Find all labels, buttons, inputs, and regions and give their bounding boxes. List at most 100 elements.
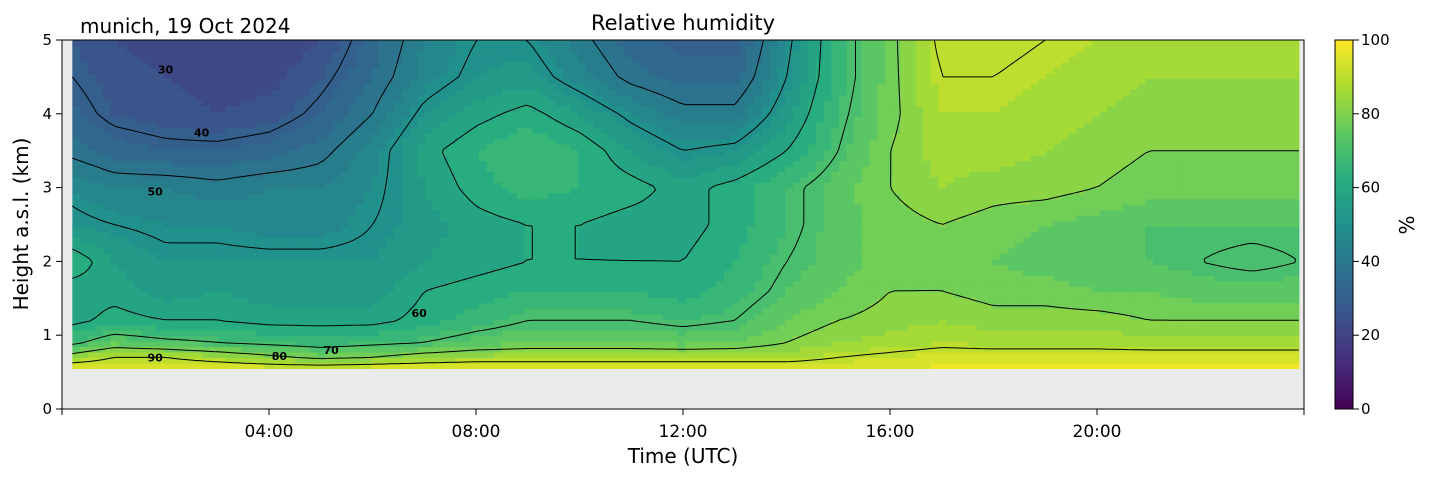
heatmap-cell	[585, 50, 595, 58]
heatmap-cell	[601, 40, 610, 47]
heatmap-cell	[149, 138, 158, 145]
heatmap-cell	[647, 308, 656, 315]
heatmap-cell	[133, 89, 142, 96]
heatmap-cell	[302, 330, 311, 337]
heatmap-cell	[72, 209, 81, 216]
heatmap-cell	[447, 50, 457, 58]
heatmap-cell	[210, 313, 219, 320]
heatmap-cell	[501, 237, 510, 244]
heatmap-cell	[578, 122, 587, 129]
heatmap-cell	[263, 67, 273, 74]
heatmap-cell	[217, 346, 227, 353]
heatmap-cell	[302, 61, 311, 68]
heatmap-cell	[662, 182, 671, 189]
heatmap-cell	[455, 138, 464, 145]
heatmap-cell	[156, 193, 165, 200]
heatmap-cell	[562, 297, 572, 304]
heatmap-cell	[547, 324, 556, 331]
heatmap-cell	[164, 56, 173, 63]
heatmap-cell	[72, 308, 81, 315]
heatmap-cell	[110, 171, 119, 178]
heatmap-cell	[202, 280, 211, 287]
heatmap-cell	[493, 116, 503, 123]
heatmap-cell	[195, 362, 204, 370]
heatmap-cell	[279, 324, 288, 331]
heatmap-cell	[700, 319, 710, 326]
heatmap-cell	[539, 94, 549, 101]
heatmap-cell	[470, 269, 480, 276]
heatmap-cell	[670, 226, 679, 233]
heatmap-cell	[248, 122, 257, 129]
heatmap-cell	[172, 122, 181, 129]
heatmap-cell	[624, 237, 633, 244]
heatmap-cell	[463, 280, 472, 287]
heatmap-cell	[693, 72, 702, 79]
heatmap-cell	[141, 209, 150, 216]
heatmap-cell	[110, 204, 119, 211]
heatmap-cell	[463, 341, 472, 348]
heatmap-cell	[447, 280, 457, 287]
heatmap-cell	[263, 83, 273, 90]
heatmap-cell	[149, 45, 158, 52]
heatmap-cell	[524, 280, 533, 287]
heatmap-cell	[80, 116, 89, 123]
heatmap-cell	[286, 127, 296, 134]
heatmap-cell	[217, 258, 227, 266]
heatmap-cell	[417, 330, 426, 337]
heatmap-cell	[394, 45, 403, 52]
heatmap-cell	[570, 67, 579, 74]
heatmap-cell	[532, 335, 541, 342]
heatmap-cell	[210, 187, 219, 194]
heatmap-cell	[378, 72, 388, 79]
heatmap-cell	[647, 253, 656, 260]
heatmap-cell	[562, 247, 572, 255]
heatmap-cell	[570, 100, 579, 107]
heatmap-cell	[325, 67, 334, 74]
heatmap-cell	[103, 269, 112, 276]
heatmap-cell	[693, 187, 702, 194]
heatmap-cell	[670, 275, 679, 282]
heatmap-cell	[547, 319, 556, 326]
heatmap-cell	[156, 40, 165, 47]
heatmap-cell	[286, 116, 296, 123]
heatmap-cell	[355, 264, 365, 271]
heatmap-cell	[585, 176, 595, 183]
heatmap-cell	[332, 45, 342, 52]
heatmap-cell	[708, 313, 717, 320]
heatmap-cell	[95, 133, 104, 140]
heatmap-cell	[532, 237, 541, 244]
heatmap-cell	[210, 116, 219, 123]
heatmap-cell	[279, 40, 288, 47]
heatmap-cell	[363, 138, 372, 145]
heatmap-cell	[126, 204, 135, 211]
heatmap-cell	[417, 237, 426, 244]
heatmap-cell	[317, 357, 326, 364]
heatmap-cell	[516, 351, 526, 359]
heatmap-cell	[217, 187, 227, 194]
heatmap-cell	[478, 302, 487, 309]
heatmap-cell	[700, 198, 710, 205]
heatmap-cell	[386, 45, 395, 52]
heatmap-cell	[355, 324, 365, 331]
heatmap-cell	[317, 105, 326, 112]
heatmap-cell	[562, 286, 572, 293]
heatmap-cell	[355, 171, 365, 178]
heatmap-cell	[432, 269, 441, 276]
heatmap-cell	[547, 193, 556, 200]
heatmap-cell	[233, 280, 242, 287]
heatmap-cell	[700, 313, 710, 320]
heatmap-cell	[103, 280, 112, 287]
heatmap-cell	[133, 330, 142, 337]
heatmap-cell	[501, 308, 510, 315]
heatmap-cell	[225, 127, 234, 134]
heatmap-cell	[355, 154, 365, 162]
heatmap-cell	[141, 61, 150, 68]
heatmap-cell	[539, 286, 549, 293]
heatmap-cell	[240, 269, 250, 276]
heatmap-cell	[355, 313, 365, 320]
heatmap-cell	[700, 351, 710, 359]
heatmap-cell	[677, 351, 687, 359]
heatmap-cell	[447, 319, 457, 326]
heatmap-cell	[662, 133, 671, 140]
heatmap-cell	[317, 100, 326, 107]
